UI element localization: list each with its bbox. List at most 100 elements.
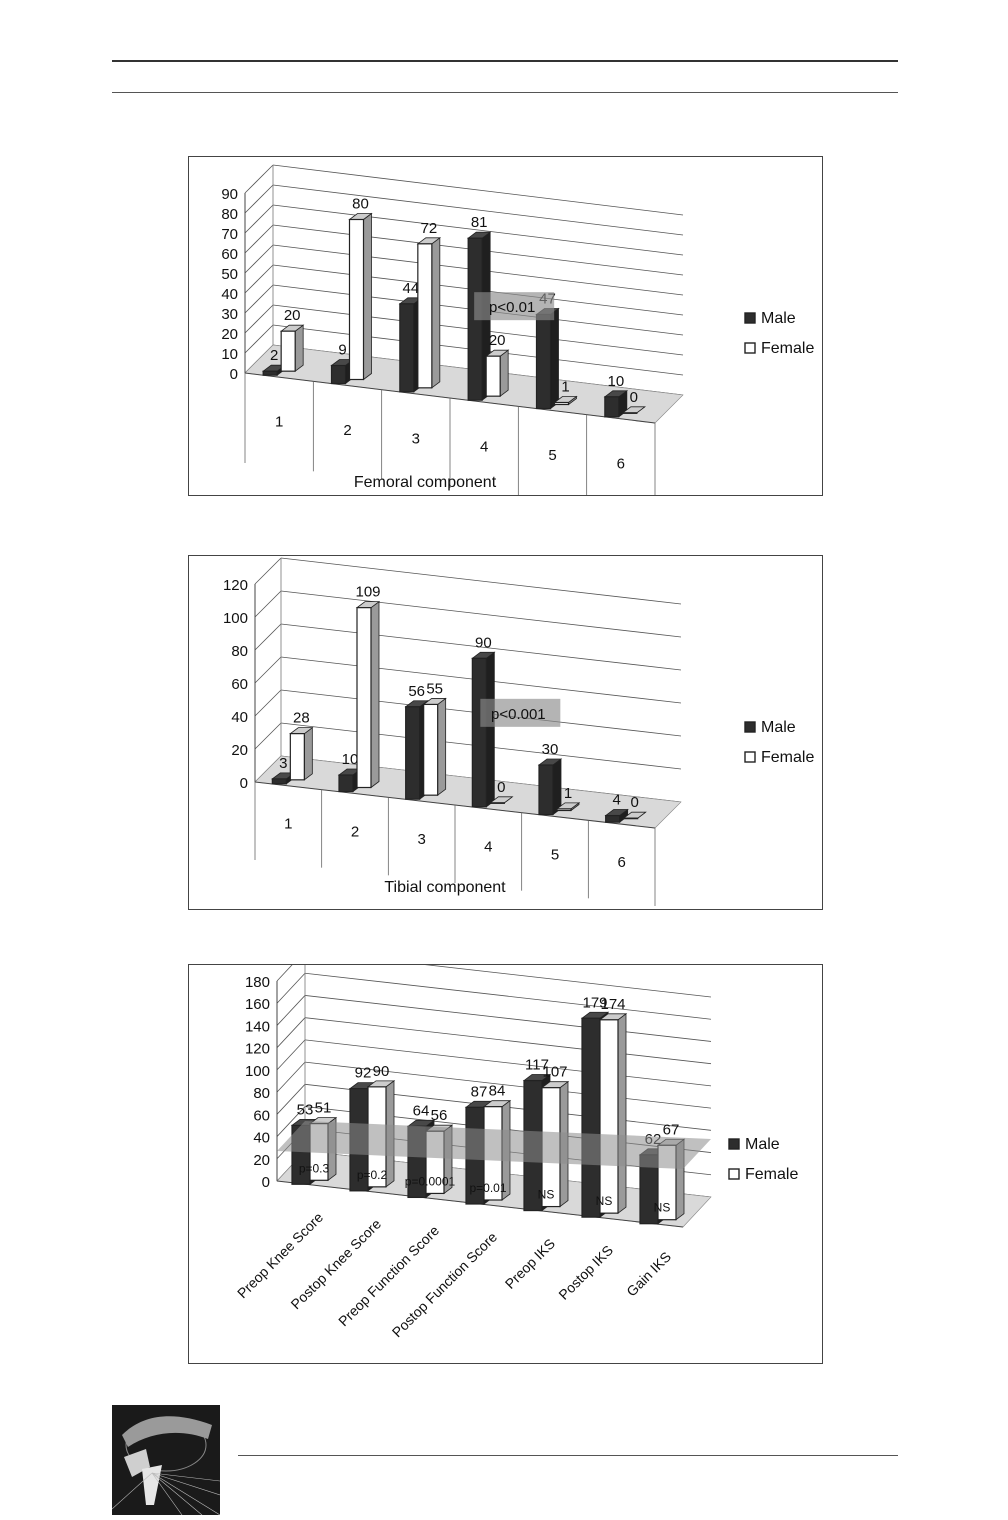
gridline <box>425 965 712 998</box>
bar-male-side <box>550 307 559 410</box>
y-tick-label: 20 <box>253 1152 270 1169</box>
legend-label-female: Female <box>761 340 814 357</box>
y-tick-label: 80 <box>221 206 238 223</box>
data-label: 56 <box>408 683 425 700</box>
gridline-side <box>254 623 282 651</box>
data-label: 0 <box>497 779 505 796</box>
bar-female-front <box>423 703 439 796</box>
gridline-side <box>254 722 282 750</box>
gridline-side <box>276 1061 306 1093</box>
bar-female-side <box>303 726 313 781</box>
data-label: 0 <box>630 794 638 811</box>
knee-scores-chart: 0 20 40 60 80 100 120 140 160 180 Preop Knee Score… <box>188 964 823 1364</box>
data-label: 20 <box>489 332 506 349</box>
legend-swatch-male <box>744 312 756 324</box>
data-label: 80 <box>352 196 369 213</box>
legend-swatch-female <box>744 342 756 354</box>
bar-female-front <box>348 218 365 381</box>
bar-male <box>535 307 560 410</box>
x-axis-title: Femoral component <box>354 474 497 491</box>
x-tick-label: 5 <box>548 447 556 464</box>
journal-logo <box>111 1405 221 1516</box>
data-label: 109 <box>355 584 380 601</box>
bar-male-front <box>399 303 415 393</box>
data-label: 72 <box>420 220 437 237</box>
femoral-component-chart: 0 10 20 30 40 50 60 70 80 90 1 2 3 4 5 6 Femoral compone… <box>188 156 823 496</box>
bar-female-front <box>280 330 296 372</box>
bar-female-front <box>289 733 305 781</box>
gridline <box>280 590 682 638</box>
legend-label-female: Female <box>761 749 814 766</box>
x-tick-label: 2 <box>343 422 351 439</box>
gridline-side <box>244 224 274 254</box>
x-tick-label: 5 <box>551 846 559 863</box>
y-tick-label: 180 <box>245 974 270 991</box>
bar-female <box>555 802 581 812</box>
y-tick-label: 40 <box>221 286 238 303</box>
x-tick-label: 4 <box>484 839 492 856</box>
x-tick-label: 2 <box>351 823 359 840</box>
y-tick-label: 120 <box>245 1041 270 1058</box>
data-label: 20 <box>284 307 301 324</box>
bar-female <box>279 324 305 372</box>
footer-rule <box>238 1455 898 1456</box>
bar-male <box>537 758 563 816</box>
data-label: 53 <box>297 1101 314 1118</box>
bar-female <box>348 212 373 381</box>
bar-female <box>622 811 647 820</box>
bar-female <box>489 796 514 804</box>
bar-male-front <box>581 1017 601 1218</box>
bar-female <box>416 237 442 389</box>
bar-male-front <box>535 313 552 410</box>
bar-male-front <box>262 370 278 376</box>
gridline <box>272 184 684 236</box>
data-label: 3 <box>279 755 287 772</box>
gridline-side <box>254 590 282 618</box>
gridline-side <box>254 689 282 717</box>
x-tick-label: 1 <box>284 816 292 833</box>
y-tick-label: 30 <box>221 306 238 323</box>
x-tick-label: 3 <box>412 430 420 447</box>
y-tick-label: 40 <box>253 1130 270 1147</box>
x-tick-label: 6 <box>617 854 625 871</box>
data-label: 117 <box>525 1057 549 1074</box>
x-tick-label: Preop IKS <box>502 1235 558 1291</box>
y-tick-label: 80 <box>231 643 248 660</box>
gridline <box>304 1017 712 1065</box>
bar-male-front <box>271 778 287 785</box>
gridline-side <box>244 244 274 274</box>
p-value-box <box>480 698 561 727</box>
y-tick-label: 0 <box>262 1174 270 1191</box>
gridline <box>304 972 712 1020</box>
legend-swatch-male <box>744 721 756 733</box>
bar-male-front <box>605 814 621 823</box>
data-label: 9 <box>338 342 346 359</box>
gridline-side <box>244 184 274 214</box>
bar-male-side <box>552 758 562 816</box>
bar-female-side <box>431 237 441 389</box>
bar-female-front <box>622 412 638 414</box>
data-label: 174 <box>600 996 625 1013</box>
bar-female-side <box>363 212 372 381</box>
data-label: 1 <box>561 379 569 396</box>
gridline-side <box>244 264 274 294</box>
data-label: 67 <box>663 1121 680 1138</box>
bar-female <box>289 726 314 781</box>
bar-male-front <box>405 706 421 800</box>
x-tick-label: Gain IKS <box>623 1249 674 1300</box>
gridline-side <box>244 304 274 334</box>
gridline-side <box>244 324 274 354</box>
data-label: 28 <box>293 710 310 727</box>
p-value-band <box>277 1121 711 1169</box>
p-value-label: p<0.01 <box>489 299 535 316</box>
y-tick-label: 160 <box>245 996 270 1013</box>
y-tick-label: 0 <box>230 366 238 383</box>
data-label: 10 <box>342 751 359 768</box>
bar-female <box>355 600 381 789</box>
gridline-side <box>276 1084 306 1115</box>
bar-female-side <box>437 697 447 796</box>
bar-female-front <box>623 817 639 820</box>
bar-female-side <box>370 600 380 789</box>
